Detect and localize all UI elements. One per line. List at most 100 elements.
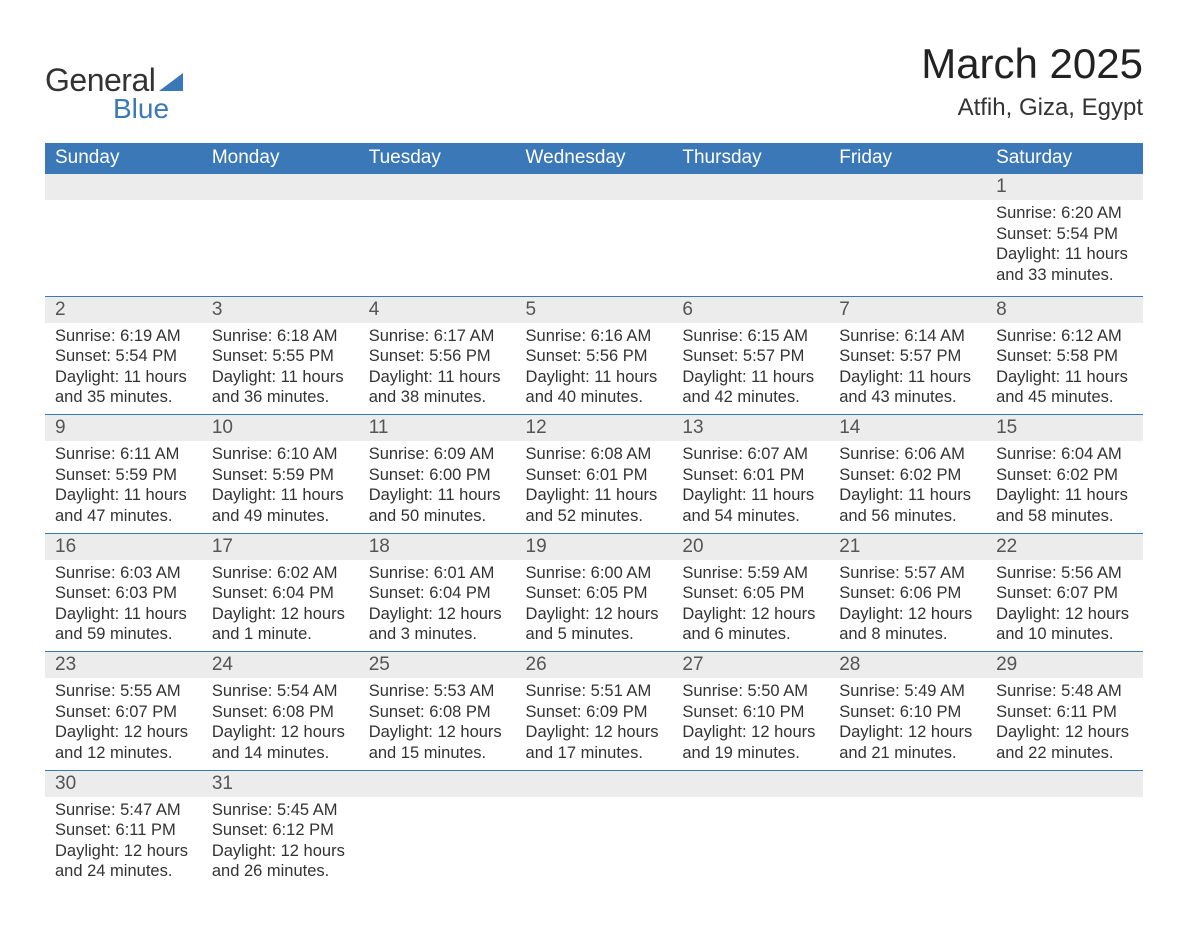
day-details: Sunrise: 5:57 AM Sunset: 6:06 PM Dayligh… bbox=[829, 560, 986, 652]
day-number bbox=[672, 770, 829, 797]
week-number-row: 3031 bbox=[45, 770, 1143, 797]
day-number: 13 bbox=[672, 415, 829, 442]
day-details bbox=[516, 797, 673, 889]
day-number: 20 bbox=[672, 533, 829, 560]
day-details: Sunrise: 6:02 AM Sunset: 6:04 PM Dayligh… bbox=[202, 560, 359, 652]
day-details: Sunrise: 6:00 AM Sunset: 6:05 PM Dayligh… bbox=[516, 560, 673, 652]
day-details: Sunrise: 6:06 AM Sunset: 6:02 PM Dayligh… bbox=[829, 441, 986, 533]
day-details: Sunrise: 5:45 AM Sunset: 6:12 PM Dayligh… bbox=[202, 797, 359, 889]
day-number bbox=[45, 174, 202, 201]
day-header-row: Sunday Monday Tuesday Wednesday Thursday… bbox=[45, 143, 1143, 173]
week-number-row: 16171819202122 bbox=[45, 533, 1143, 560]
header: General Blue March 2025 Atfih, Giza, Egy… bbox=[45, 40, 1143, 125]
day-details bbox=[359, 200, 516, 296]
day-header: Wednesday bbox=[516, 143, 673, 173]
day-number: 28 bbox=[829, 652, 986, 679]
day-details bbox=[672, 200, 829, 296]
day-details: Sunrise: 5:55 AM Sunset: 6:07 PM Dayligh… bbox=[45, 678, 202, 770]
logo-triangle-icon bbox=[159, 73, 183, 91]
day-number: 29 bbox=[986, 652, 1143, 679]
day-details bbox=[829, 797, 986, 889]
day-number: 3 bbox=[202, 296, 359, 323]
day-header: Tuesday bbox=[359, 143, 516, 173]
day-number: 14 bbox=[829, 415, 986, 442]
day-number: 17 bbox=[202, 533, 359, 560]
day-number: 5 bbox=[516, 296, 673, 323]
day-details: Sunrise: 5:56 AM Sunset: 6:07 PM Dayligh… bbox=[986, 560, 1143, 652]
day-number bbox=[516, 770, 673, 797]
day-number: 23 bbox=[45, 652, 202, 679]
page-title: March 2025 bbox=[921, 40, 1143, 88]
day-details: Sunrise: 6:09 AM Sunset: 6:00 PM Dayligh… bbox=[359, 441, 516, 533]
day-number: 16 bbox=[45, 533, 202, 560]
day-header: Friday bbox=[829, 143, 986, 173]
day-number bbox=[516, 174, 673, 201]
day-details: Sunrise: 5:48 AM Sunset: 6:11 PM Dayligh… bbox=[986, 678, 1143, 770]
week-details-row: Sunrise: 6:11 AM Sunset: 5:59 PM Dayligh… bbox=[45, 441, 1143, 533]
day-header: Saturday bbox=[986, 143, 1143, 173]
week-number-row: 9101112131415 bbox=[45, 415, 1143, 442]
day-header: Thursday bbox=[672, 143, 829, 173]
day-details bbox=[672, 797, 829, 889]
week-number-row: 2345678 bbox=[45, 296, 1143, 323]
day-number: 25 bbox=[359, 652, 516, 679]
day-number: 18 bbox=[359, 533, 516, 560]
day-number bbox=[829, 174, 986, 201]
day-details: Sunrise: 5:51 AM Sunset: 6:09 PM Dayligh… bbox=[516, 678, 673, 770]
week-details-row: Sunrise: 6:20 AM Sunset: 5:54 PM Dayligh… bbox=[45, 200, 1143, 296]
week-number-row: 1 bbox=[45, 174, 1143, 201]
day-details: Sunrise: 6:17 AM Sunset: 5:56 PM Dayligh… bbox=[359, 323, 516, 415]
location-label: Atfih, Giza, Egypt bbox=[921, 94, 1143, 122]
day-details: Sunrise: 6:19 AM Sunset: 5:54 PM Dayligh… bbox=[45, 323, 202, 415]
day-details: Sunrise: 6:14 AM Sunset: 5:57 PM Dayligh… bbox=[829, 323, 986, 415]
day-number: 11 bbox=[359, 415, 516, 442]
day-number: 2 bbox=[45, 296, 202, 323]
day-details bbox=[986, 797, 1143, 889]
calendar-body: 1Sunrise: 6:20 AM Sunset: 5:54 PM Daylig… bbox=[45, 173, 1143, 888]
day-number bbox=[359, 174, 516, 201]
day-details: Sunrise: 6:18 AM Sunset: 5:55 PM Dayligh… bbox=[202, 323, 359, 415]
calendar-table: Sunday Monday Tuesday Wednesday Thursday… bbox=[45, 143, 1143, 173]
day-details: Sunrise: 5:50 AM Sunset: 6:10 PM Dayligh… bbox=[672, 678, 829, 770]
day-details bbox=[359, 797, 516, 889]
day-number: 10 bbox=[202, 415, 359, 442]
day-details bbox=[829, 200, 986, 296]
day-number: 15 bbox=[986, 415, 1143, 442]
day-header: Monday bbox=[202, 143, 359, 173]
day-number: 4 bbox=[359, 296, 516, 323]
day-number bbox=[202, 174, 359, 201]
day-number: 22 bbox=[986, 533, 1143, 560]
day-details: Sunrise: 6:10 AM Sunset: 5:59 PM Dayligh… bbox=[202, 441, 359, 533]
day-details: Sunrise: 6:04 AM Sunset: 6:02 PM Dayligh… bbox=[986, 441, 1143, 533]
day-details: Sunrise: 6:16 AM Sunset: 5:56 PM Dayligh… bbox=[516, 323, 673, 415]
day-details bbox=[202, 200, 359, 296]
day-details bbox=[516, 200, 673, 296]
day-number: 31 bbox=[202, 770, 359, 797]
day-number: 6 bbox=[672, 296, 829, 323]
day-number: 8 bbox=[986, 296, 1143, 323]
day-details bbox=[45, 200, 202, 296]
logo-word-blue: Blue bbox=[113, 93, 183, 125]
day-details: Sunrise: 6:11 AM Sunset: 5:59 PM Dayligh… bbox=[45, 441, 202, 533]
week-details-row: Sunrise: 6:19 AM Sunset: 5:54 PM Dayligh… bbox=[45, 323, 1143, 415]
day-details: Sunrise: 6:12 AM Sunset: 5:58 PM Dayligh… bbox=[986, 323, 1143, 415]
day-number: 30 bbox=[45, 770, 202, 797]
day-details: Sunrise: 5:49 AM Sunset: 6:10 PM Dayligh… bbox=[829, 678, 986, 770]
week-number-row: 23242526272829 bbox=[45, 652, 1143, 679]
day-number: 12 bbox=[516, 415, 673, 442]
day-number bbox=[672, 174, 829, 201]
week-details-row: Sunrise: 5:47 AM Sunset: 6:11 PM Dayligh… bbox=[45, 797, 1143, 889]
day-number: 24 bbox=[202, 652, 359, 679]
day-number: 7 bbox=[829, 296, 986, 323]
day-details: Sunrise: 5:53 AM Sunset: 6:08 PM Dayligh… bbox=[359, 678, 516, 770]
day-details: Sunrise: 5:47 AM Sunset: 6:11 PM Dayligh… bbox=[45, 797, 202, 889]
week-details-row: Sunrise: 6:03 AM Sunset: 6:03 PM Dayligh… bbox=[45, 560, 1143, 652]
day-details: Sunrise: 5:54 AM Sunset: 6:08 PM Dayligh… bbox=[202, 678, 359, 770]
day-details: Sunrise: 6:01 AM Sunset: 6:04 PM Dayligh… bbox=[359, 560, 516, 652]
day-number: 1 bbox=[986, 174, 1143, 201]
day-header: Sunday bbox=[45, 143, 202, 173]
day-details: Sunrise: 5:59 AM Sunset: 6:05 PM Dayligh… bbox=[672, 560, 829, 652]
day-number: 26 bbox=[516, 652, 673, 679]
day-details: Sunrise: 6:07 AM Sunset: 6:01 PM Dayligh… bbox=[672, 441, 829, 533]
day-details: Sunrise: 6:20 AM Sunset: 5:54 PM Dayligh… bbox=[986, 200, 1143, 296]
